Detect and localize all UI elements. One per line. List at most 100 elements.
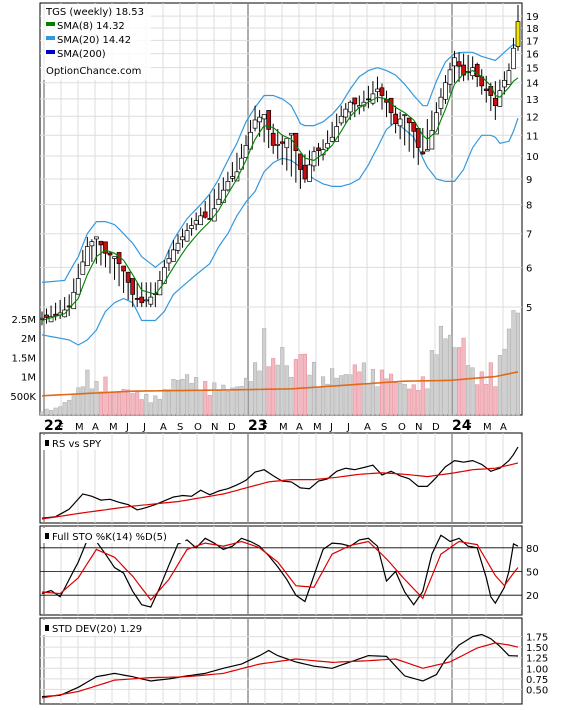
volume-bar xyxy=(89,388,94,416)
volume-bar xyxy=(357,371,362,416)
volume-bar xyxy=(515,312,521,416)
candle-body xyxy=(497,90,503,107)
candle-body xyxy=(483,88,489,91)
volume-bar xyxy=(112,391,117,416)
rs-title-background xyxy=(41,435,109,450)
candle-body xyxy=(107,252,113,256)
x-tick-label: F xyxy=(262,422,268,433)
volume-bar xyxy=(411,384,416,416)
volume-bar xyxy=(398,382,403,416)
volume-bar xyxy=(393,382,398,416)
candle-body xyxy=(189,225,194,229)
volume-bar xyxy=(49,410,54,416)
sd-tick-label: 1.75 xyxy=(526,633,548,644)
sto-tick-label: 80 xyxy=(526,544,539,555)
volume-bar xyxy=(502,348,507,416)
x-tick-label: D xyxy=(432,422,440,433)
volume-bar xyxy=(39,411,45,416)
volume-tick-label: 1M xyxy=(21,373,36,384)
volume-bar xyxy=(135,391,140,416)
candle-body xyxy=(379,87,385,96)
volume-bar xyxy=(470,367,475,416)
x-tick-label: N xyxy=(211,422,218,433)
volume-bar xyxy=(416,390,421,416)
x-tick-label: F xyxy=(466,422,472,433)
candle-body xyxy=(316,147,321,151)
volume-bar xyxy=(280,347,285,416)
volume-bar xyxy=(76,387,81,416)
candle-body xyxy=(261,114,267,120)
candle-body xyxy=(424,149,430,152)
volume-bar xyxy=(44,408,49,416)
price-tick-label: 10 xyxy=(526,152,539,163)
legend-swatch xyxy=(46,36,55,40)
candle-body xyxy=(257,116,262,123)
x-tick-label: A xyxy=(500,422,507,433)
volume-bar xyxy=(62,402,67,416)
volume-bar xyxy=(117,392,122,416)
price-tick-label: 5 xyxy=(526,303,532,314)
sto-title-background xyxy=(41,528,186,543)
candle-body xyxy=(243,145,249,158)
candle-body xyxy=(71,291,77,310)
x-tick-label: N xyxy=(415,422,422,433)
x-tick-label: J xyxy=(142,422,146,433)
volume-bar xyxy=(420,376,425,416)
candle-body xyxy=(406,117,412,124)
x-tick-label: D xyxy=(228,422,236,433)
sd-title: STD DEV(20) 1.29 xyxy=(52,624,142,635)
volume-bar xyxy=(67,399,72,416)
candle-body xyxy=(234,171,240,182)
volume-bar xyxy=(384,378,389,416)
x-tick-label: F xyxy=(58,422,64,433)
volume-bar xyxy=(139,399,144,416)
candle-body xyxy=(397,118,403,127)
legend: TGS (weekly) 18.53 SMA(8) 14.32 SMA(20) 14… xyxy=(41,4,151,80)
volume-bar xyxy=(330,368,335,416)
candle-body xyxy=(411,121,417,132)
sd-tick-label: 0.75 xyxy=(526,675,548,686)
volume-bar xyxy=(339,375,344,416)
candle-body xyxy=(506,70,512,85)
x-tick-label: S xyxy=(177,422,183,433)
volume-bar xyxy=(348,374,353,416)
x-tick-label: A xyxy=(92,422,99,433)
sd-series-1-line xyxy=(41,642,519,699)
candle-body xyxy=(415,128,421,148)
sto-title: Full STO %K(14) %D(5) xyxy=(52,532,167,543)
candle-body xyxy=(511,47,516,70)
sto-tick-label: 50 xyxy=(526,568,539,579)
candle-body xyxy=(80,261,86,275)
volume-bar xyxy=(506,328,511,416)
candle-body xyxy=(438,96,444,109)
candle-body xyxy=(288,132,294,136)
x-tick-label: A xyxy=(160,422,167,433)
volume-bar xyxy=(488,362,493,416)
volume-bar xyxy=(148,402,153,416)
candle-body xyxy=(162,266,167,284)
sd-title-background xyxy=(41,620,154,635)
candle-body xyxy=(366,98,371,101)
price-tick-label: 7 xyxy=(526,230,532,241)
bollinger-upper-line xyxy=(41,43,519,283)
sma8-line xyxy=(41,69,519,322)
candle-body xyxy=(515,21,521,47)
x-tick-label: J xyxy=(125,422,129,433)
volume-bar xyxy=(266,366,271,416)
sto-series-1-line xyxy=(41,540,519,601)
legend-source: OptionChance.com xyxy=(46,66,141,77)
candle-body xyxy=(456,61,462,67)
x-tick-label: O xyxy=(194,422,202,433)
volume-bar xyxy=(307,374,312,416)
x-tick-label: 23 xyxy=(248,418,267,434)
legend-title: TGS (weekly) 18.53 xyxy=(45,7,144,18)
volume-bar xyxy=(389,373,394,416)
volume-bar xyxy=(198,390,203,416)
volume-bar xyxy=(157,399,162,416)
candle-body xyxy=(284,137,290,149)
candle-body xyxy=(125,271,131,283)
candle-body xyxy=(252,119,258,129)
rs-title-swatch xyxy=(45,440,49,446)
